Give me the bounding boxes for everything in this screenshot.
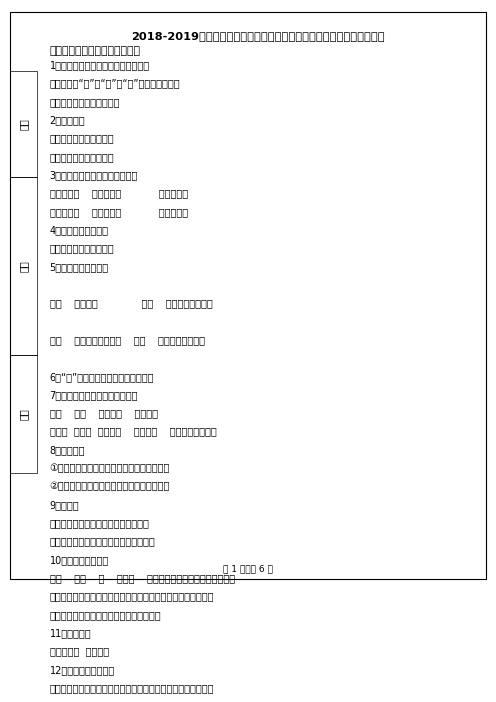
- Bar: [10, 71, 37, 178]
- Text: 分数: 分数: [18, 118, 29, 130]
- Text: 6．“王”的笔画顺序是：＿＿＿＿＿＿: 6．“王”的笔画顺序是：＿＿＿＿＿＿: [50, 371, 154, 382]
- Text: 2．组一组。: 2．组一组。: [50, 115, 85, 125]
- Text: 2018-2019年重庆市巧山县朝阳小学一年级上册语文模拟期末测试无答案: 2018-2019年重庆市巧山县朝阳小学一年级上册语文模拟期末测试无答案: [131, 31, 385, 41]
- Text: 题号: 题号: [18, 408, 29, 420]
- Text: 场：共＿＿＿＿面，是＿＿＿＿结构。: 场：共＿＿＿＿面，是＿＿＿＿结构。: [50, 518, 149, 528]
- Text: 12．数一数，填一填。: 12．数一数，填一填。: [50, 665, 115, 675]
- Text: 11．组一组。: 11．组一组。: [50, 628, 91, 638]
- Text: 话：＿＿＿＿，＿＿＿＿: 话：＿＿＿＿，＿＿＿＿: [50, 133, 114, 143]
- Text: 笔：共＿＿＿＿笔，第四画是＿＿＿＿。: 笔：共＿＿＿＿笔，第四画是＿＿＿＿。: [50, 536, 155, 547]
- Text: ＿＿＿＿＿，＿＿＿＿＿。: ＿＿＿＿＿，＿＿＿＿＿。: [50, 97, 120, 107]
- Text: 电灯    发明    了    爱迪生    （连词成句并加上合适的标点。）: 电灯 发明 了 爱迪生 （连词成句并加上合适的标点。）: [50, 574, 235, 583]
- Text: 羊＿＿＿＿＿＿＿＿＿＿: 羊＿＿＿＿＿＿＿＿＿＿: [50, 244, 114, 253]
- Text: 1．读古诗《悜禾》，按照要写词语。: 1．读古诗《悜禾》，按照要写词语。: [50, 60, 150, 70]
- Text: 江＿＿＿＿  ＿＿＿＿: 江＿＿＿＿ ＿＿＿＿: [50, 647, 109, 656]
- Bar: [10, 355, 37, 472]
- Text: 慢＿＿＿＿    是＿＿＿＿            子＿＿＿＿: 慢＿＿＿＿ 是＿＿＿＿ 子＿＿＿＿: [50, 207, 187, 217]
- Text: 雪白    血红    ＿＿＿＿    ＿＿＿＿: 雪白 血红 ＿＿＿＿ ＿＿＿＿: [50, 409, 158, 418]
- Text: ①地的笔画顺序是＿＿＿＿，共＿＿＿＿面。: ①地的笔画顺序是＿＿＿＿，共＿＿＿＿面。: [50, 463, 170, 473]
- Text: 几字的笔顺是＿＿＿＿，共有＿＿＿＿面，第二面是＿＿＿＿。: 几字的笔顺是＿＿＿＿，共有＿＿＿＿面，第二面是＿＿＿＿。: [50, 683, 214, 693]
- Text: 4．给字加偏旁并组词: 4．给字加偏旁并组词: [50, 225, 109, 235]
- Text: 将课文中带“；”、“艺”、“木”的词语写在下面: 将课文中带“；”、“艺”、“木”的词语写在下面: [50, 79, 180, 88]
- Text: ②林的笔画顺序是＿＿＿＿，共＿＿＿＿面。: ②林的笔画顺序是＿＿＿＿，共＿＿＿＿面。: [50, 482, 170, 491]
- Text: 第 1 页，共 6 页: 第 1 页，共 6 页: [223, 564, 273, 573]
- Text: 红通通  黄澄澄  ＿＿＿＿    ＿＿＿＿    ＿＿＿＿＿＿＿＿: 红通通 黄澄澄 ＿＿＿＿ ＿＿＿＿ ＿＿＿＿＿＿＿＿: [50, 427, 216, 437]
- Text: 7．照样子写出表示颜色的词语。: 7．照样子写出表示颜色的词语。: [50, 390, 138, 400]
- Bar: [10, 178, 37, 355]
- Text: 星期天人们都去公园赏花＿＿＿＿（给句子加上合适的标点。）: 星期天人们都去公园赏花＿＿＿＿（给句子加上合适的标点。）: [50, 592, 214, 602]
- Text: 姓名: 姓名: [18, 260, 29, 272]
- Text: 10．按要求写句子。: 10．按要求写句子。: [50, 555, 109, 565]
- Text: 3．比一比，写出下列字的部首。: 3．比一比，写出下列字的部首。: [50, 170, 138, 180]
- Text: 9．我会填: 9．我会填: [50, 500, 79, 510]
- Text: 一、想一想，填一填（填空题）: 一、想一想，填一填（填空题）: [50, 46, 140, 56]
- Text: 上下    上上下下              大小    ＿＿＿＿＿＿＿＿: 上下 上上下下 大小 ＿＿＿＿＿＿＿＿: [50, 298, 212, 308]
- Text: 你在练习＿＿＿＿，（把句子补充完整。）: 你在练习＿＿＿＿，（把句子补充完整。）: [50, 610, 161, 620]
- Text: 沙：＿＿＿＿，＿＿＿＿: 沙：＿＿＿＿，＿＿＿＿: [50, 152, 114, 162]
- Text: 山水    ＿＿＿＿＿＿＿＿    多少    ＿＿＿＿＿＿＿＿: 山水 ＿＿＿＿＿＿＿＿ 多少 ＿＿＿＿＿＿＿＿: [50, 335, 204, 345]
- Text: 5．照样子，写一写。: 5．照样子，写一写。: [50, 262, 109, 272]
- Text: 8．填一填。: 8．填一填。: [50, 445, 85, 455]
- Text: 得＿＿＿＿    时＿＿＿＿            享＿＿＿＿: 得＿＿＿＿ 时＿＿＿＿ 享＿＿＿＿: [50, 189, 187, 199]
